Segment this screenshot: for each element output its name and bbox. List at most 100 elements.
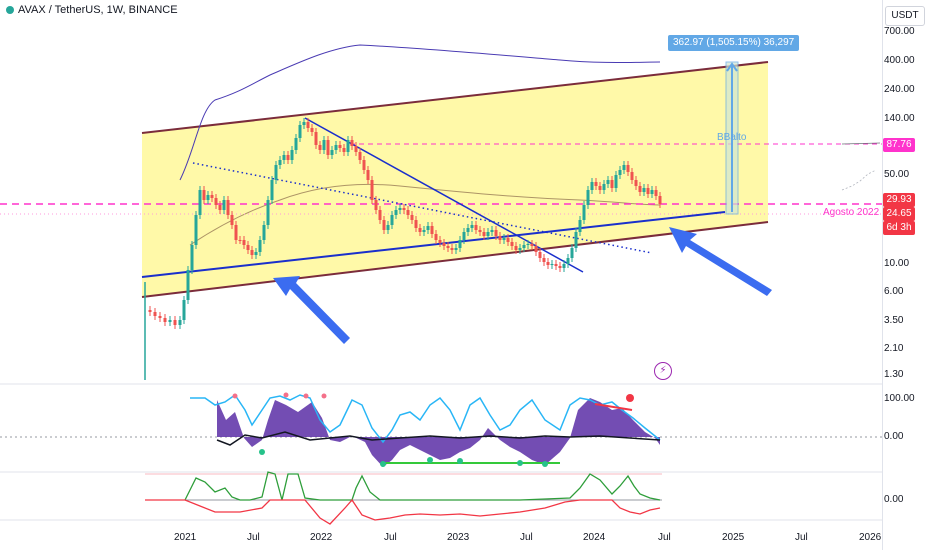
candle-body [418,228,422,232]
candle-body [626,165,630,172]
signal-dot-green [517,460,523,466]
candle-body [190,245,194,270]
channel-upper-line [141,61,769,134]
live-dot-icon [6,6,14,15]
candle-body [394,210,398,215]
time-tick: Jul [520,532,533,543]
candle-body [414,220,418,228]
candle-body [222,200,226,210]
candle-body [266,200,270,225]
candle-body [558,266,562,268]
candle-body [650,190,654,194]
candle-body [622,165,626,170]
candle-body [302,122,306,125]
signal-dot-green [542,461,548,467]
signal-dot-green [427,457,433,463]
candle-body [570,248,574,258]
candle-body [562,264,566,268]
candle-body [434,234,438,240]
time-tick: Jul [658,532,671,543]
time-tick: 2024 [583,532,606,543]
candle-body [646,188,650,194]
candle-body [226,200,230,215]
candle-body [334,145,338,150]
candle-body [566,258,570,264]
candle-body [654,190,658,196]
channel-lower-line [141,221,769,298]
candle-body [482,232,486,236]
candle-body [490,230,494,232]
candle-body [530,244,534,246]
candle-body [534,246,538,252]
signal-dot-red [283,392,289,398]
candle-body [214,198,218,205]
candle-body [582,205,586,220]
signal-dot-red [626,394,634,402]
candle-body [502,238,506,240]
candle-body [470,225,474,228]
candle-body [430,226,434,234]
dotted-trendline [192,162,653,254]
price-tick: 3.50 [884,315,904,326]
candle-body [242,240,246,245]
candles-group [144,118,662,380]
candle-body [370,180,374,200]
candle-body [206,195,210,200]
candle-body [148,310,152,312]
measure-arrow-head [726,62,738,72]
osc-tick: 100.00 [884,393,915,404]
price-tick: 700.00 [884,26,915,37]
candle-body [658,196,662,204]
candle-body [446,246,450,248]
countdown-tag: 6d 3h [883,221,915,235]
candle-body [198,190,202,215]
candle-body [278,160,282,165]
signal-dot-green [457,458,463,464]
candle-body [230,215,234,225]
candle-body [550,264,554,265]
candle-body [168,320,172,322]
time-tick: Jul [247,532,260,543]
price-tick: 400.00 [884,55,915,66]
bb-label: BBalto [717,132,747,143]
candle-body [438,240,442,243]
date-label: Agosto 2022 [823,207,880,218]
candle-body [298,125,302,138]
symbol-title[interactable]: AVAX / TetherUS, 1W, BINANCE [6,4,178,16]
osc2-red-line [145,498,661,525]
candle-body [326,140,330,155]
candle-body [450,248,454,250]
candle-body [638,186,642,192]
candle-body [354,146,358,152]
candle-body [258,240,262,252]
candle-body [466,228,470,232]
time-tick: 2025 [722,532,745,543]
candle-body [406,210,410,215]
candle-body [506,238,510,242]
currency-button[interactable]: USDT [885,6,925,26]
flash-icon[interactable]: ⚡ [654,362,672,380]
measure-label[interactable]: 362.97 (1,505.15%) 36,297 [668,35,800,51]
candle-body [290,150,294,160]
candle-body [238,240,242,241]
forecast-sketch [841,169,877,191]
candle-body [498,236,502,240]
time-tick: Jul [795,532,808,543]
price-tick: 1.30 [884,369,904,380]
candle-body [642,188,646,192]
divergence-red-line [594,403,633,411]
price-axis-panel[interactable] [882,0,932,550]
candle-body [542,258,546,262]
candle-body [386,225,390,230]
time-tick: Jul [384,532,397,543]
candle-body [274,165,278,180]
osc-area [217,398,660,467]
price-tick: 140.00 [884,113,915,124]
candle-body [510,242,514,246]
price-tick: 2.10 [884,343,904,354]
candle-body [210,195,214,198]
candle-body [294,138,298,150]
candle-body [234,225,238,240]
candle-body [202,190,206,200]
